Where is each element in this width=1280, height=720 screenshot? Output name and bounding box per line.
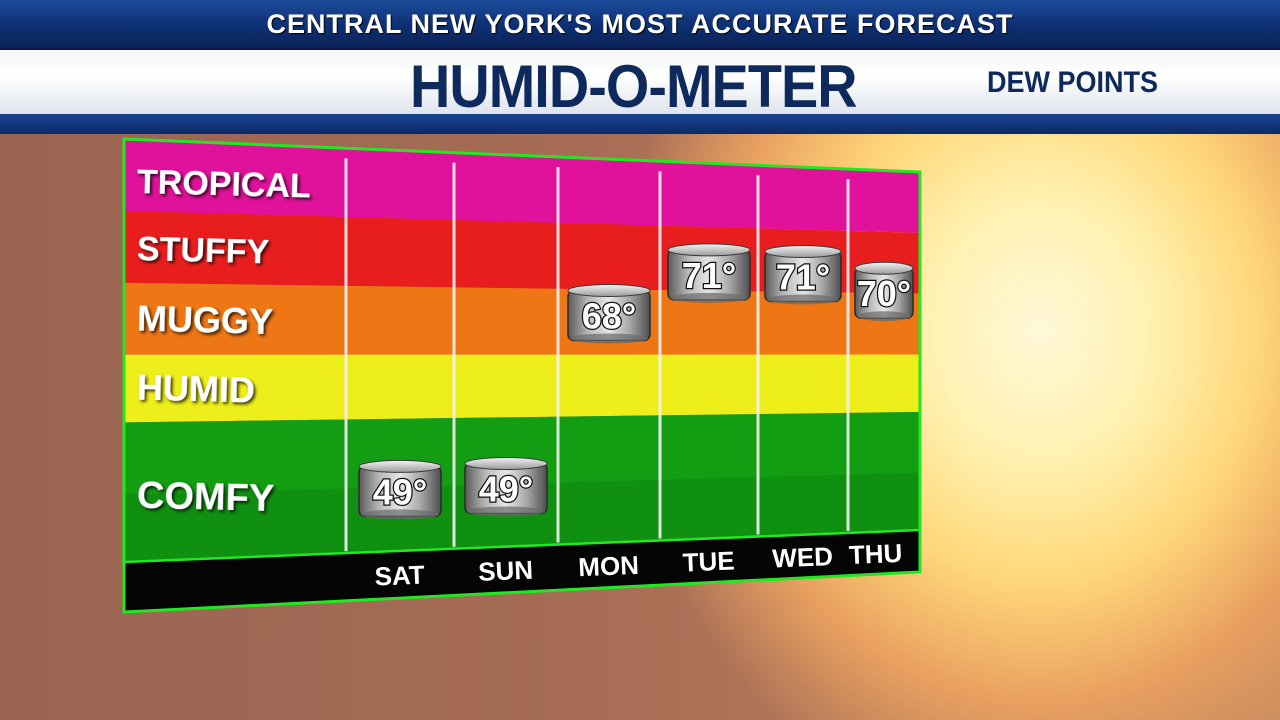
day-dividers xyxy=(344,158,850,552)
day-label-mon: MON xyxy=(578,550,640,582)
axis-border xyxy=(123,528,921,564)
dew-point-marker-mon: 68° xyxy=(567,284,651,344)
marker-top xyxy=(764,244,842,258)
comfy-shade xyxy=(124,472,920,562)
marker-bottom xyxy=(467,506,545,517)
dew-point-marker-wed: 71° xyxy=(764,244,842,305)
marker-top xyxy=(358,459,442,473)
dew-point-marker-tue: 71° xyxy=(667,243,751,303)
level-label-stuffy: STUFFY xyxy=(136,230,269,271)
marker-top xyxy=(464,456,548,470)
band-tropical xyxy=(124,139,920,233)
page-subtitle: DEW POINTS xyxy=(987,66,1159,99)
marker-bottom xyxy=(570,333,648,344)
level-labels: TROPICAL STUFFY MUGGY HUMID COMFY xyxy=(136,163,311,520)
level-label-tropical: TROPICAL xyxy=(136,163,311,206)
band-humid xyxy=(124,354,920,423)
day-label-wed: WED xyxy=(772,541,834,573)
day-axis-bar xyxy=(124,530,920,612)
day-label-sun: SUN xyxy=(478,555,534,587)
marker-bottom xyxy=(361,509,439,520)
title-banner: HUMID-O-METER DEW POINTS xyxy=(0,50,1280,120)
level-label-humid: HUMID xyxy=(136,367,255,411)
top-banner: CENTRAL NEW YORK'S MOST ACCURATE FORECAS… xyxy=(0,0,1280,50)
dew-point-marker-sat: 49° xyxy=(358,459,442,520)
marker-top xyxy=(667,243,751,257)
station-tagline: CENTRAL NEW YORK'S MOST ACCURATE FORECAS… xyxy=(266,8,1014,39)
page-title: HUMID-O-METER xyxy=(410,53,858,120)
dew-point-marker-sun: 49° xyxy=(464,456,548,517)
level-label-comfy: COMFY xyxy=(136,474,274,520)
level-label-muggy: MUGGY xyxy=(136,298,273,343)
dew-point-value: 70° xyxy=(857,273,911,314)
dew-point-value: 49° xyxy=(479,468,533,509)
humidity-bands xyxy=(124,139,920,562)
chart-frame xyxy=(122,137,922,614)
marker-bottom xyxy=(670,292,748,303)
day-label-sat: SAT xyxy=(374,560,425,592)
dew-point-markers: 49° 49° 68° 71° 71° 70° xyxy=(358,243,914,520)
dew-point-value: 71° xyxy=(682,255,736,296)
day-labels: SAT SUN MON TUE WED THU xyxy=(374,538,903,592)
banner-underline xyxy=(0,114,1280,134)
day-label-tue: TUE xyxy=(682,546,735,578)
marker-bottom xyxy=(767,294,839,305)
dew-point-marker-thu: 70° xyxy=(854,261,914,322)
day-label-thu: THU xyxy=(848,538,903,570)
marker-top xyxy=(567,284,651,298)
marker-bottom xyxy=(857,311,911,322)
marker-top xyxy=(854,261,914,275)
dew-point-value: 71° xyxy=(776,256,830,297)
panel-border xyxy=(122,137,922,614)
dew-point-value: 68° xyxy=(582,296,636,337)
dew-point-value: 49° xyxy=(373,471,427,512)
axis-bar xyxy=(124,530,920,612)
